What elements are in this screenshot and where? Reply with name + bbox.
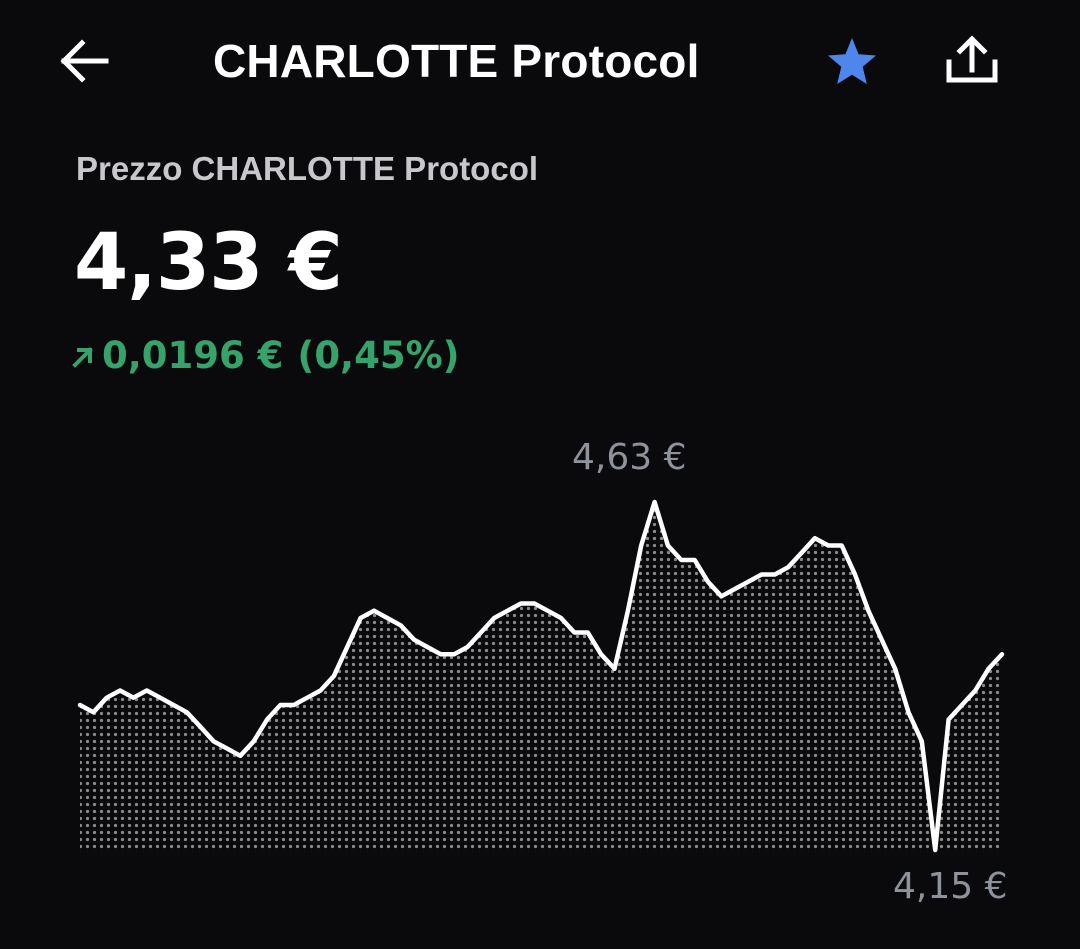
price-change: 0,0196 € (0,45%) (70, 330, 460, 380)
arrow-up-right-icon (72, 347, 93, 368)
share-button[interactable] (942, 34, 1002, 86)
chart-price-line (77, 499, 1005, 853)
share-upload-icon (946, 35, 998, 83)
chart-low-label: 4,15 € (893, 866, 1008, 907)
price-value: 4,33 € (74, 218, 343, 308)
arrow-left-icon (60, 39, 109, 83)
price-label: Prezzo CHARLOTTE Protocol (76, 150, 539, 187)
change-percent: (0,45%) (297, 333, 460, 377)
chart-area-fill (80, 502, 1002, 852)
chart-high-label: 4,63 € (572, 437, 687, 478)
top-bar: CHARLOTTE Protocol (0, 0, 1080, 124)
page-title: CHARLOTTE Protocol (213, 35, 700, 87)
favorite-button[interactable] (824, 34, 880, 90)
star-icon (828, 38, 876, 84)
change-amount: 0,0196 € (102, 333, 284, 377)
back-button[interactable] (56, 36, 112, 86)
price-chart[interactable] (0, 430, 1080, 949)
